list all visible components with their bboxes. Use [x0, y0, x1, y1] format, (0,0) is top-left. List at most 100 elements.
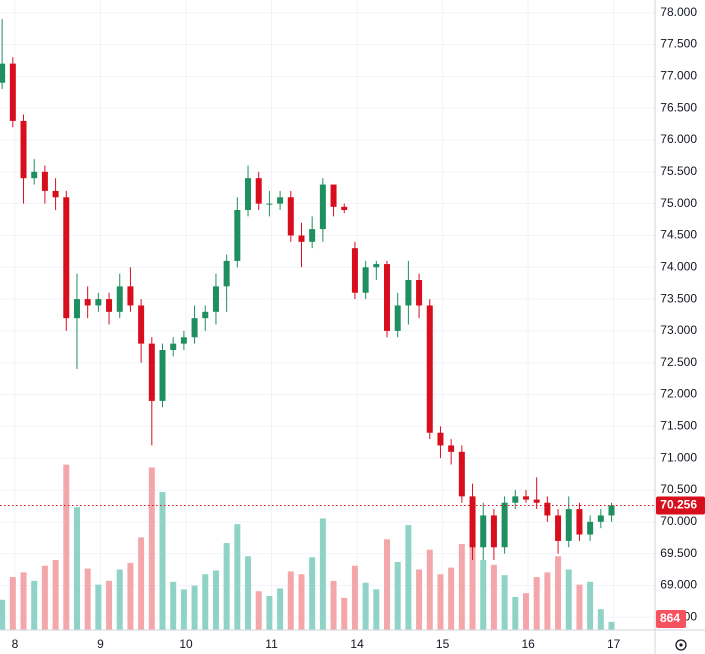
y-tick-label: 69.500	[660, 546, 697, 560]
volume-bar	[426, 549, 433, 630]
last-volume-badge	[656, 610, 686, 628]
y-tick-label: 77.500	[660, 37, 697, 51]
candle-body	[341, 206, 348, 210]
candle-body	[138, 305, 145, 344]
volume-layer	[0, 464, 615, 630]
y-tick-label: 72.500	[660, 355, 697, 369]
volume-bar	[587, 581, 594, 630]
volume-bar	[319, 518, 326, 630]
volume-bar	[341, 597, 348, 630]
candle-body	[608, 505, 615, 516]
candle-body	[20, 120, 27, 179]
volume-bar	[405, 525, 412, 630]
volume-bar	[52, 560, 59, 630]
candle-body	[448, 445, 455, 452]
volume-bar	[458, 544, 465, 630]
volume-bar	[234, 524, 241, 630]
volume-bar	[0, 599, 6, 630]
volume-bar	[394, 561, 401, 630]
candle-body	[416, 280, 423, 306]
candle-body	[148, 343, 155, 401]
volume-bar	[95, 584, 102, 630]
candle-body	[127, 286, 134, 306]
y-tick-label: 71.500	[660, 419, 697, 433]
y-tick-label: 74.500	[660, 228, 697, 242]
candle-body	[106, 299, 113, 312]
volume-bar	[63, 464, 70, 630]
volume-bar	[138, 537, 145, 630]
candle-body	[191, 318, 198, 338]
y-tick-label: 70.000	[660, 514, 697, 528]
candle-body	[351, 248, 358, 293]
volume-bar	[31, 580, 38, 630]
candle-body	[180, 337, 187, 344]
volume-bar	[73, 507, 80, 630]
volume-bar	[287, 571, 294, 630]
candle-body	[533, 499, 540, 503]
x-tick-label: 16	[521, 637, 535, 651]
candle-body	[490, 515, 497, 548]
x-tick-label: 9	[97, 637, 104, 651]
y-tick-label: 73.000	[660, 323, 697, 337]
candle-body	[437, 432, 444, 446]
candle-body	[202, 311, 209, 319]
volume-bar	[266, 595, 273, 630]
last-price-label: 70.256	[660, 498, 697, 512]
candle-body	[555, 515, 562, 541]
volume-bar	[351, 565, 358, 630]
y-tick-label: 75.500	[660, 164, 697, 178]
y-tick-label: 72.000	[660, 387, 697, 401]
volume-bar	[170, 581, 177, 630]
candle-body	[319, 184, 326, 230]
settings-button[interactable]	[675, 639, 687, 651]
candle-body	[330, 184, 337, 207]
candle-body	[544, 502, 551, 516]
volume-bar	[212, 570, 219, 630]
candle-body	[73, 299, 80, 319]
x-tick-label: 10	[179, 637, 193, 651]
volume-bar	[362, 582, 369, 630]
x-tick-label: 11	[265, 637, 278, 651]
candle-body	[565, 509, 572, 541]
y-tick-label: 76.500	[660, 100, 697, 114]
candle-body	[9, 63, 16, 121]
volume-bar	[20, 572, 27, 630]
volume-bar	[373, 589, 380, 630]
y-tick-label: 77.000	[660, 69, 697, 83]
volume-bar	[608, 621, 615, 630]
candle-body	[597, 515, 604, 522]
volume-bar	[490, 564, 497, 630]
candle-body	[384, 264, 391, 331]
volume-bar	[522, 593, 529, 630]
volume-bar	[512, 596, 519, 630]
y-tick-label: 70.500	[660, 482, 697, 496]
y-tick-label: 75.000	[660, 196, 697, 210]
candle-body	[0, 63, 6, 83]
candle-body	[394, 305, 401, 331]
volume-bar	[533, 577, 540, 630]
volume-bar	[159, 492, 166, 630]
volume-bar	[116, 569, 123, 630]
label-layer: 78.000 77.500 77.000 76.500 76.000 75.500 75.0…	[0, 5, 705, 651]
candle-body	[512, 496, 519, 503]
candle-body	[309, 229, 316, 242]
candle-body	[212, 286, 219, 312]
volume-bar	[565, 569, 572, 630]
candle-body	[469, 496, 476, 548]
volume-bar	[469, 518, 476, 630]
y-tick-label: 74.000	[660, 259, 697, 273]
candle-body	[52, 190, 59, 198]
volume-bar	[384, 539, 391, 630]
candle-body	[116, 286, 123, 312]
x-tick-label: 8	[12, 637, 19, 651]
candle-body	[587, 521, 594, 535]
volume-bar	[245, 556, 252, 630]
candle-body	[31, 171, 38, 179]
volume-bar	[127, 562, 134, 630]
candle-body	[245, 178, 252, 210]
candle-body	[159, 350, 166, 401]
volume-bar	[9, 577, 16, 630]
settings-icon[interactable]	[675, 639, 687, 651]
candle-body	[426, 305, 433, 433]
